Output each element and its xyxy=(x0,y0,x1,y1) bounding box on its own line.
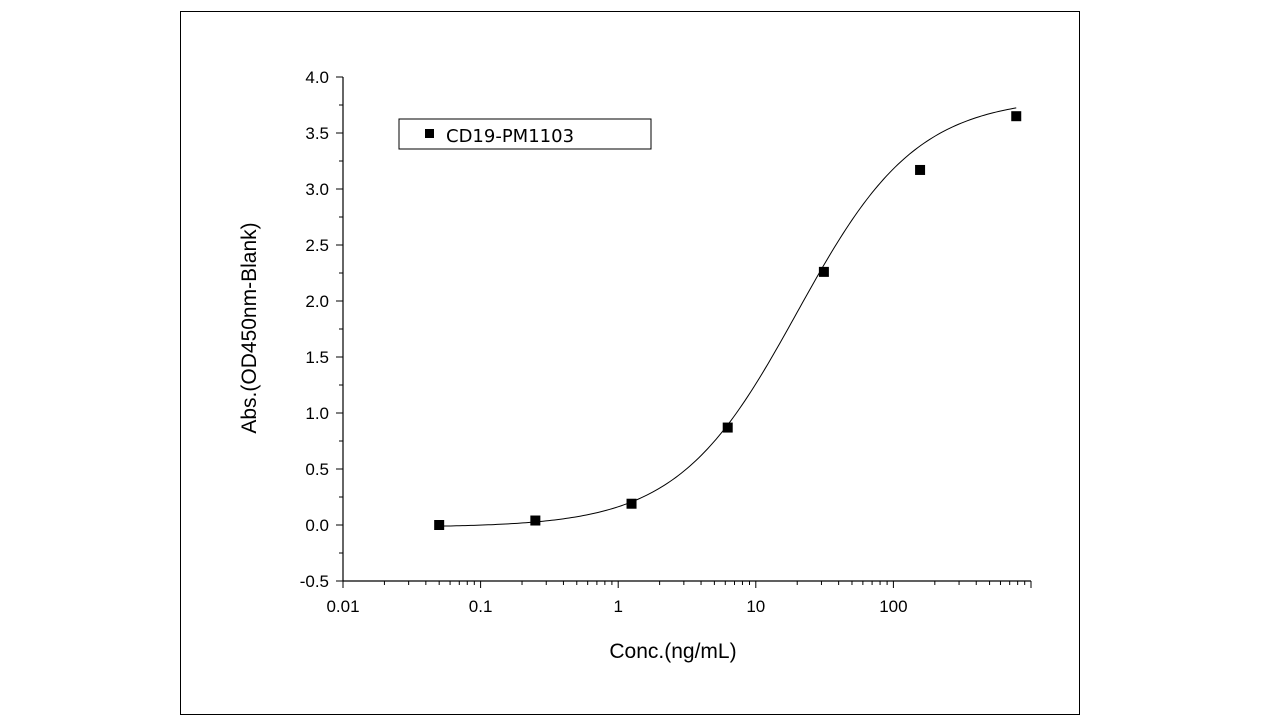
legend-marker xyxy=(425,129,434,138)
data-point xyxy=(1011,111,1022,122)
y-tick-label: 3.0 xyxy=(305,180,329,199)
y-tick-label: 1.5 xyxy=(305,348,329,367)
x-axis-ticks: 0.01 0.1 1 10 100 xyxy=(326,581,1032,616)
y-axis-title: Abs.(OD450nm-Blank) xyxy=(238,222,261,433)
data-points xyxy=(434,111,1022,530)
x-tick-label: 0.1 xyxy=(469,597,493,616)
x-tick-label: 10 xyxy=(746,597,765,616)
y-tick-label: -0.5 xyxy=(300,572,329,591)
data-point xyxy=(818,266,829,277)
y-tick-label: 2.5 xyxy=(305,236,329,255)
data-point xyxy=(915,164,926,175)
data-point xyxy=(626,498,637,509)
axes xyxy=(342,77,1031,582)
data-point xyxy=(434,520,445,530)
x-tick-label: 1 xyxy=(613,597,622,616)
y-tick-label: 0.0 xyxy=(305,516,329,535)
fit-curve xyxy=(439,107,1017,527)
x-axis-title: Conc.(ng/mL) xyxy=(609,640,736,663)
y-tick-label: 4.0 xyxy=(305,68,329,87)
y-tick-label: 3.5 xyxy=(305,124,329,143)
x-tick-label: 0.01 xyxy=(326,597,359,616)
data-point xyxy=(722,422,733,433)
x-tick-label: 100 xyxy=(879,597,907,616)
y-tick-label: 1.0 xyxy=(305,404,329,423)
y-tick-label: 0.5 xyxy=(305,460,329,479)
y-axis-ticks: -0.5 0.0 0.5 1.0 1.5 2.0 2.5 3.0 3.5 4.0 xyxy=(300,68,343,591)
legend-label: CD19-PM1103 xyxy=(446,126,574,147)
legend: CD19-PM1103 xyxy=(398,118,652,150)
data-point xyxy=(530,515,541,526)
legend-box xyxy=(398,118,652,150)
y-tick-label: 2.0 xyxy=(305,292,329,311)
